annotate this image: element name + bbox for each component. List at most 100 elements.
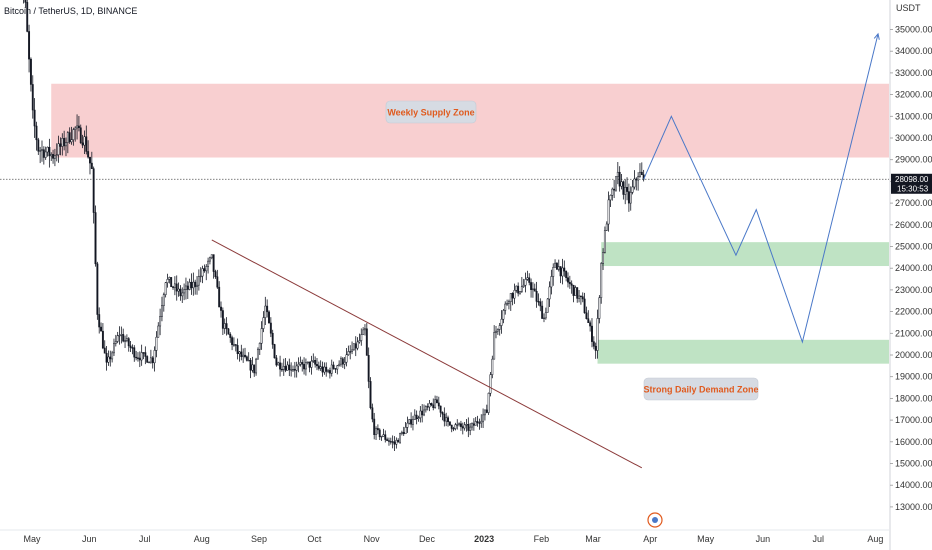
candle	[631, 179, 634, 195]
candle	[53, 148, 56, 167]
candle-body	[238, 351, 241, 354]
candle	[596, 309, 599, 359]
candle	[260, 321, 263, 350]
candle	[410, 412, 413, 428]
candle-body	[301, 362, 304, 365]
candle-body	[65, 142, 67, 147]
x-tick-label: Feb	[534, 534, 550, 544]
candle	[391, 435, 394, 449]
candle	[330, 359, 333, 377]
x-tick-label: 2023	[474, 534, 494, 544]
candle	[151, 356, 154, 369]
candle-body	[24, 0, 27, 3]
candle-body	[609, 195, 612, 201]
candle	[312, 353, 315, 363]
candle-body	[495, 330, 497, 333]
candle	[642, 169, 645, 182]
candle	[220, 301, 222, 318]
current-price-badge	[891, 173, 932, 194]
candle	[304, 358, 307, 376]
candle	[554, 259, 557, 268]
candle-body	[441, 412, 444, 415]
candle-body	[565, 270, 568, 278]
candle-body	[109, 356, 112, 360]
candle	[563, 260, 566, 277]
candle-body	[555, 262, 558, 270]
candle-body	[526, 277, 529, 280]
candle	[308, 361, 311, 373]
candle	[456, 419, 459, 430]
candle-body	[170, 277, 173, 288]
candle-body	[596, 318, 599, 351]
candle-body	[262, 317, 265, 329]
candle	[546, 298, 549, 313]
candle-body	[535, 290, 538, 302]
descending-trendline[interactable]	[211, 239, 643, 469]
candle	[572, 284, 575, 303]
candle	[445, 412, 448, 427]
candle	[552, 263, 555, 286]
candle-body	[328, 370, 331, 374]
candle-body	[220, 306, 222, 311]
candle	[90, 151, 93, 169]
candle-body	[50, 154, 53, 157]
candle	[447, 415, 449, 427]
candle-body	[345, 354, 348, 363]
candle-body	[358, 340, 361, 343]
candle	[111, 350, 114, 363]
candle-body	[210, 254, 213, 259]
projection-path[interactable]	[643, 33, 879, 344]
candle-body	[33, 109, 36, 127]
candle	[306, 361, 309, 365]
candle	[615, 176, 617, 192]
candle-body	[496, 329, 499, 332]
candle-body	[445, 417, 448, 422]
candle	[212, 254, 215, 279]
candle	[170, 277, 173, 288]
candle-body	[161, 305, 163, 317]
candle	[352, 343, 355, 351]
candle	[120, 326, 123, 344]
candle	[629, 186, 632, 211]
candle-body	[528, 277, 531, 283]
candle	[207, 257, 210, 274]
candle	[161, 296, 163, 322]
candle	[347, 345, 350, 356]
candle-body	[439, 405, 442, 413]
candle-body	[137, 357, 139, 359]
candle	[133, 345, 136, 362]
candle	[255, 357, 258, 376]
candle	[168, 276, 171, 284]
y-tick-label: 34000.00	[895, 46, 932, 56]
event-icon[interactable]	[647, 512, 663, 528]
candle-body	[77, 125, 80, 129]
candle	[83, 130, 86, 154]
candle	[273, 343, 276, 359]
candle	[251, 356, 254, 373]
candle	[530, 278, 533, 298]
candle	[242, 348, 245, 363]
x-tick-label: Oct	[307, 534, 322, 544]
candle	[489, 372, 492, 397]
candle	[430, 402, 433, 407]
candle-body	[469, 426, 472, 431]
candle	[458, 422, 461, 427]
candle-body	[232, 344, 235, 346]
candle-body	[231, 337, 234, 345]
candle	[199, 267, 202, 283]
candle-body	[397, 439, 400, 443]
candle-body	[454, 424, 457, 429]
x-tick-label: Sep	[251, 534, 267, 544]
candle-body	[61, 138, 64, 147]
candle-body	[548, 286, 551, 300]
candle	[327, 369, 330, 374]
candle-body	[146, 356, 149, 363]
y-tick-label: 23000.00	[895, 285, 932, 295]
candle	[148, 361, 150, 364]
supply-zone-label: Weekly Supply Zone	[387, 108, 474, 118]
y-tick-label: 22000.00	[895, 307, 932, 317]
candle-body	[125, 338, 128, 341]
candle-body	[574, 287, 577, 296]
